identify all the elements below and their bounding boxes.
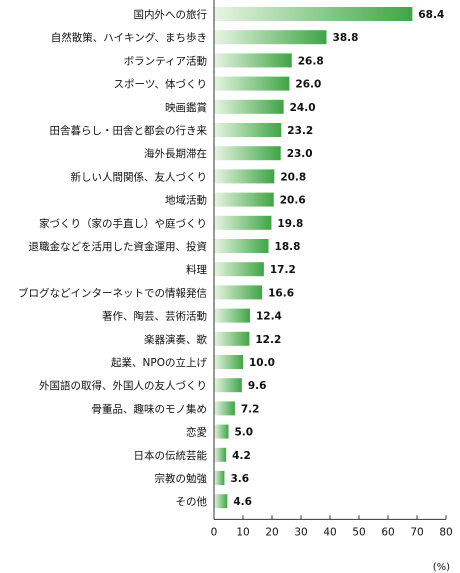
value-label: 20.8 [280,171,306,183]
value-label: 20.6 [280,195,306,207]
bars-layer [214,7,413,509]
category-label: その他 [176,495,208,508]
value-label: 26.0 [295,79,321,91]
category-label: 起業、NPOの立上げ [111,356,207,369]
bar [214,308,250,323]
bar [214,30,327,45]
category-label: スポーツ、体づくり [114,79,207,91]
value-label: 3.6 [230,473,249,485]
bar [214,7,413,21]
value-label: 68.4 [418,9,444,21]
bar [214,331,250,346]
category-label: 国内外への旅行 [134,8,208,21]
category-label: 映画鑑賞 [165,101,207,114]
x-tick-label: 30 [294,526,307,538]
category-label: ボランティア活動 [124,54,207,67]
category-label: ブログなどインターネットでの情報発信 [18,286,207,299]
category-label: 家づくり（家の手直し）や庭づくり [39,217,207,230]
bar [214,494,228,509]
value-label: 24.0 [290,102,316,114]
bar [214,401,235,416]
x-tick-label: 80 [439,526,452,538]
bar [214,285,263,300]
bar [214,76,290,91]
category-label: 自然散策、ハイキング、まち歩き [51,31,207,44]
category-label: 田舎暮らし・田舎と都会の行き来 [50,124,208,137]
x-axis-unit-label: (%) [433,562,450,573]
x-axis: 0 10 20 30 40 50 60 70 80 [211,0,453,538]
x-tick-label: 40 [323,526,336,538]
bar [214,447,227,462]
value-label: 26.8 [298,55,324,67]
x-tick-label: 50 [352,526,365,538]
bar [214,99,284,114]
value-label: 16.6 [268,287,294,299]
bar [214,378,242,393]
bar [214,53,292,68]
category-label: 外国語の取得、外国人の友人づくり [39,379,207,392]
category-label: 日本の伝統芸能 [134,449,208,462]
x-tick-label: 70 [410,526,423,538]
value-label: 38.8 [333,32,359,44]
value-label: 4.2 [232,450,251,462]
category-label: 宗教の勉強 [155,472,208,485]
x-tick-label: 10 [236,526,249,538]
category-label: 退職金などを活用した資金運用、投資 [29,240,208,253]
category-label: 新しい人間関係、友人づくり [71,170,208,183]
bar [214,215,272,230]
value-label: 4.6 [233,496,252,508]
value-label: 23.0 [287,148,313,160]
value-label: 23.2 [287,125,313,137]
category-label: 骨董品、趣味のモノ集め [92,402,208,415]
category-label: 楽器演奏、歌 [144,333,207,346]
x-tick-label: 0 [211,526,218,538]
category-label: 地域活動 [165,194,207,207]
value-label: 9.6 [248,380,267,392]
bar [214,192,274,207]
value-label: 19.8 [277,218,303,230]
category-label: 料理 [186,263,207,276]
category-label: 恋愛 [186,426,207,439]
bar [214,146,281,161]
category-labels: 国内外への旅行自然散策、ハイキング、まち歩きボランティア活動スポーツ、体づくり映… [18,8,207,508]
value-labels: 68.4 38.8 26.8 26.0 24.0 23.2 23.0 20.8 20.6 19.8… [230,9,444,508]
bar [214,123,282,137]
bar [214,471,225,485]
value-label: 7.2 [241,403,260,415]
value-label: 18.8 [275,241,301,253]
category-label: 著作、陶芸、芸術活動 [102,310,207,323]
category-label: 海外長期滞在 [144,147,207,160]
value-label: 17.2 [270,264,296,276]
bar [214,355,243,369]
value-label: 12.2 [255,334,281,346]
bar [214,262,264,277]
value-label: 10.0 [249,357,275,369]
value-label: 5.0 [235,427,254,439]
bar [214,239,269,253]
value-label: 12.4 [256,311,282,323]
x-tick-label: 60 [381,526,394,538]
x-tick-label: 20 [265,526,278,538]
bar [214,424,229,439]
bar [214,169,275,184]
